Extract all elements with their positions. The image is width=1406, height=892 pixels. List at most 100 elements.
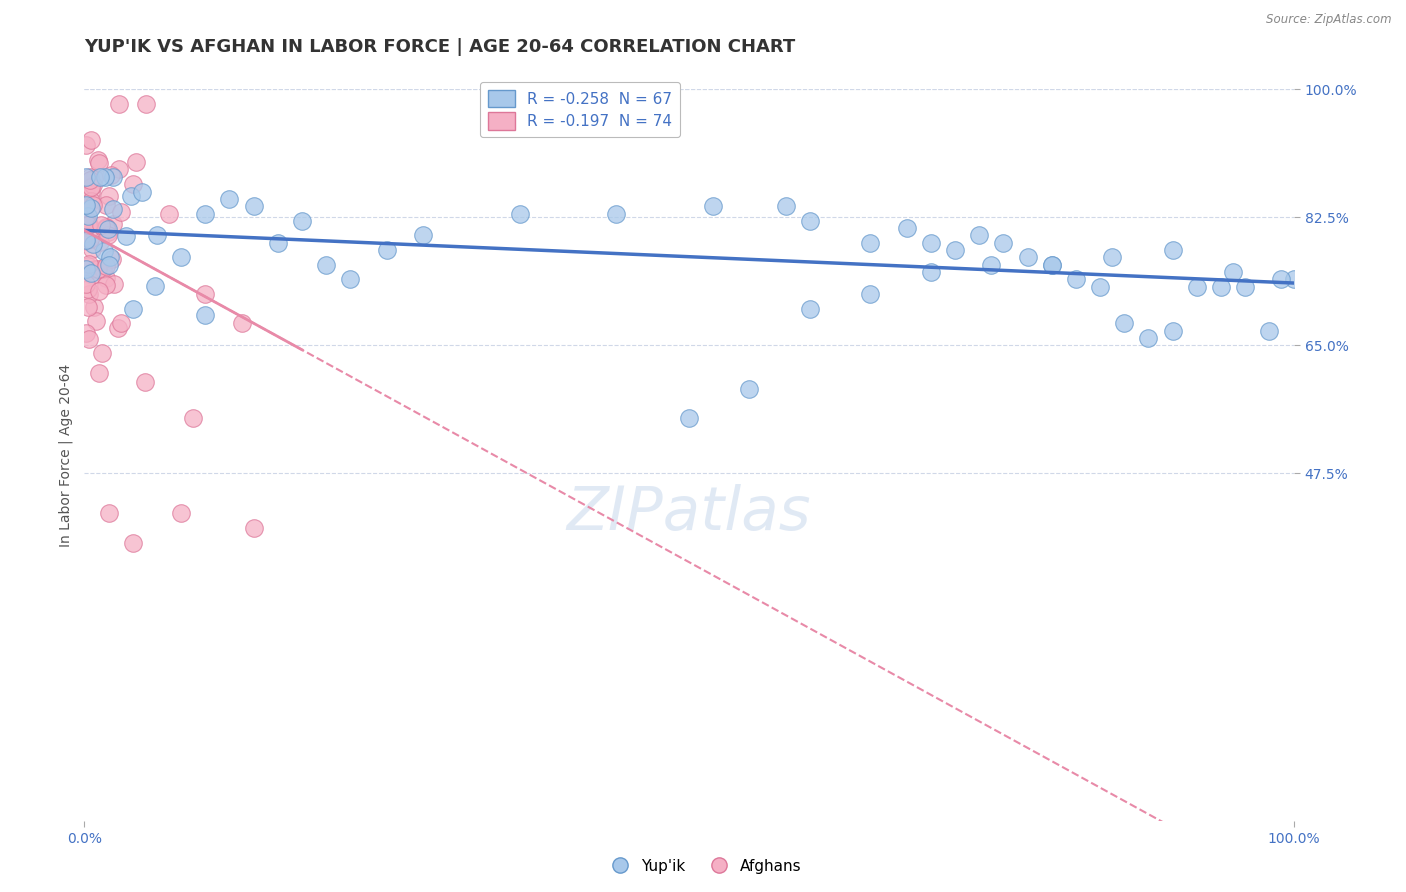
Point <box>100 169 122 183</box>
Point <box>339 272 361 286</box>
Point <box>90 218 112 232</box>
Point <box>242 521 264 535</box>
Point <box>94 220 117 235</box>
Point <box>231 316 253 330</box>
Point <box>1222 265 1244 279</box>
Point <box>97 228 120 243</box>
Point <box>80 242 103 256</box>
Point <box>97 258 120 272</box>
Point <box>84 313 107 327</box>
Point <box>181 411 204 425</box>
Point <box>75 212 97 227</box>
Point <box>77 257 100 271</box>
Point <box>1258 324 1281 338</box>
Point <box>108 162 131 177</box>
Point <box>82 198 104 212</box>
Point <box>98 250 121 264</box>
Point <box>1114 316 1136 330</box>
Point <box>82 236 104 251</box>
Point <box>80 179 103 194</box>
Point <box>110 204 132 219</box>
Text: YUP'IK VS AFGHAN IN LABOR FORCE | AGE 20-64 CORRELATION CHART: YUP'IK VS AFGHAN IN LABOR FORCE | AGE 20… <box>84 38 796 56</box>
Point <box>87 262 110 277</box>
Point <box>75 186 97 200</box>
Point <box>194 309 217 323</box>
Point <box>75 219 97 234</box>
Point <box>80 201 103 215</box>
Point <box>980 258 1002 272</box>
Point <box>87 153 110 167</box>
Point <box>1101 251 1123 265</box>
Point <box>108 96 131 111</box>
Point <box>121 301 143 316</box>
Text: Source: ZipAtlas.com: Source: ZipAtlas.com <box>1267 13 1392 27</box>
Point <box>79 232 101 246</box>
Point <box>920 265 942 279</box>
Point <box>94 221 117 235</box>
Point <box>943 243 966 257</box>
Point <box>97 507 120 521</box>
Point <box>87 285 110 299</box>
Point <box>75 233 97 247</box>
Legend: R = -0.258  N = 67, R = -0.197  N = 74: R = -0.258 N = 67, R = -0.197 N = 74 <box>479 82 681 137</box>
Point <box>93 244 115 259</box>
Point <box>194 206 217 220</box>
Point <box>1282 272 1305 286</box>
Point <box>77 287 100 301</box>
Point <box>967 228 990 243</box>
Point <box>775 199 797 213</box>
Point <box>77 332 100 346</box>
Point <box>509 206 531 220</box>
Point <box>89 169 111 184</box>
Point <box>75 326 97 340</box>
Point <box>1234 279 1257 293</box>
Point <box>157 206 180 220</box>
Point <box>1161 243 1184 257</box>
Point <box>315 258 337 272</box>
Legend: Yup'ik, Afghans: Yup'ik, Afghans <box>598 853 808 880</box>
Point <box>75 137 97 152</box>
Point <box>896 221 918 235</box>
Point <box>79 186 101 200</box>
Point <box>1137 331 1160 345</box>
Point <box>1017 251 1039 265</box>
Point <box>75 198 97 212</box>
Point <box>242 199 264 213</box>
Point <box>79 169 101 184</box>
Point <box>146 228 169 243</box>
Point <box>75 169 97 184</box>
Point <box>101 169 124 184</box>
Point <box>101 217 124 231</box>
Point <box>97 221 120 235</box>
Point <box>77 259 100 273</box>
Point <box>79 172 101 186</box>
Point <box>83 300 105 314</box>
Point <box>114 229 136 244</box>
Point <box>920 235 942 250</box>
Point <box>94 271 117 285</box>
Point <box>76 300 98 314</box>
Point <box>120 189 142 203</box>
Point <box>89 235 111 249</box>
Point <box>101 202 124 217</box>
Point <box>412 228 434 243</box>
Point <box>83 170 105 185</box>
Point <box>107 321 129 335</box>
Point <box>89 156 111 170</box>
Point <box>170 507 193 521</box>
Point <box>91 262 114 277</box>
Point <box>96 278 118 293</box>
Point <box>75 277 97 291</box>
Point <box>77 209 100 223</box>
Point <box>291 214 314 228</box>
Point <box>1088 279 1111 293</box>
Point <box>267 235 290 250</box>
Point <box>1064 272 1087 286</box>
Point <box>75 211 97 225</box>
Point <box>135 96 157 111</box>
Point <box>702 199 724 213</box>
Point <box>678 411 700 425</box>
Point <box>100 252 122 267</box>
Point <box>799 301 821 316</box>
Point <box>605 206 627 220</box>
